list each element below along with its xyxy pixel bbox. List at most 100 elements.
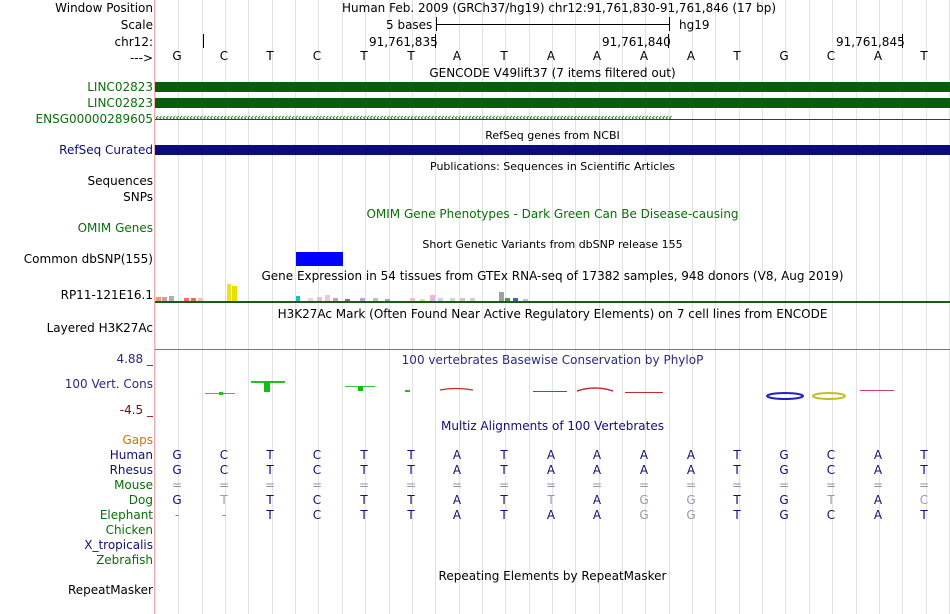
ruler-tick-start	[203, 34, 204, 48]
reference-base: G	[172, 49, 182, 63]
alignment-base: T	[920, 463, 928, 477]
reference-base: C	[312, 49, 322, 63]
gencode-item-label-3[interactable]: ENSG00000289605	[35, 112, 153, 126]
species-label-mouse[interactable]: Mouse	[114, 478, 153, 492]
sequences-track-label[interactable]: Sequences	[87, 174, 153, 188]
grid-line	[879, 0, 880, 614]
alignment-base: T	[266, 463, 274, 477]
alignment-base: A	[452, 463, 462, 477]
gencode-feature-2[interactable]	[155, 98, 950, 108]
grid-line	[225, 0, 226, 614]
ruler-tick-840	[668, 34, 669, 48]
gencode-feature-3[interactable]	[155, 119, 950, 120]
publications-track-title[interactable]: Publications: Sequences in Scientific Ar…	[430, 160, 675, 173]
alignment-base: =	[825, 478, 837, 492]
alignment-base: C	[312, 508, 322, 522]
species-label-human[interactable]: Human	[109, 448, 153, 462]
alignment-base: =	[451, 478, 463, 492]
alignment-base: C	[826, 463, 836, 477]
scale-bar-left-tick	[436, 17, 437, 31]
alignment-base: =	[545, 478, 557, 492]
h3k27ac-track-title[interactable]: H3K27Ac Mark (Often Found Near Active Re…	[277, 307, 828, 321]
repeatmasker-track-title[interactable]: Repeating Elements by RepeatMasker	[438, 569, 667, 583]
species-label-rhesus[interactable]: Rhesus	[109, 463, 153, 477]
alignment-base: T	[547, 493, 555, 507]
alignment-base: C	[826, 508, 836, 522]
alignment-base: A	[546, 463, 556, 477]
alignment-base: T	[266, 448, 274, 462]
alignment-base: A	[592, 463, 602, 477]
grid-line	[856, 0, 857, 614]
gencode-item-label-1[interactable]: LINC02823	[87, 80, 153, 94]
alignment-base: T	[920, 448, 928, 462]
dbsnp-track-title[interactable]: Short Genetic Variants from dbSNP releas…	[422, 238, 683, 251]
reference-base: A	[546, 49, 556, 63]
species-label-elephant[interactable]: Elephant	[99, 508, 153, 522]
alignment-base: =	[171, 478, 183, 492]
phylop-positive-scores	[205, 381, 410, 395]
gtex-expression-bars[interactable]	[155, 282, 950, 302]
grid-line	[435, 0, 436, 614]
alignment-base: T	[500, 493, 508, 507]
label-panel-divider	[154, 0, 155, 614]
phylop-conservation-plot[interactable]	[155, 376, 950, 404]
alignment-base: T	[360, 493, 368, 507]
alignment-base: A	[592, 493, 602, 507]
dbsnp-track-label[interactable]: Common dbSNP(155)	[23, 252, 153, 266]
alignment-base: C	[219, 463, 229, 477]
gaps-label: Gaps	[122, 433, 153, 447]
reference-base: A	[592, 49, 602, 63]
repeatmasker-track-label[interactable]: RepeatMasker	[67, 583, 153, 597]
alignment-base: =	[872, 478, 884, 492]
gtex-bar-group-left	[156, 284, 237, 301]
alignment-base: T	[500, 508, 508, 522]
phylop-track-label[interactable]: 100 Vert. Cons	[64, 377, 153, 391]
gtex-track-title[interactable]: Gene Expression in 54 tissues from GTEx …	[261, 269, 844, 283]
grid-line	[645, 0, 646, 614]
grid-line	[902, 0, 903, 614]
species-label-zebrafish[interactable]: Zebrafish	[96, 553, 153, 567]
grid-line	[552, 0, 553, 614]
alignment-base: A	[452, 493, 462, 507]
alignment-base: T	[733, 493, 741, 507]
alignment-base: T	[733, 508, 741, 522]
phylop-mixed-scores	[766, 392, 846, 400]
refseq-feature[interactable]	[155, 145, 950, 155]
refseq-track-title[interactable]: RefSeq genes from NCBI	[485, 129, 620, 142]
gencode-item-label-2[interactable]: LINC02823	[87, 96, 153, 110]
species-label-dog[interactable]: Dog	[128, 493, 153, 507]
h3k27ac-track-label[interactable]: Layered H3K27Ac	[46, 321, 153, 335]
alignment-base: =	[685, 478, 697, 492]
omim-track-label[interactable]: OMIM Genes	[77, 221, 153, 235]
window-position-value: Human Feb. 2009 (GRCh37/hg19) chr12:91,7…	[342, 1, 777, 15]
alignment-base: A	[546, 448, 556, 462]
alignment-base: -	[221, 508, 227, 522]
alignment-base: T	[407, 493, 415, 507]
reference-base: A	[639, 49, 649, 63]
species-label-x_tropicalis[interactable]: X_tropicalis	[84, 538, 153, 552]
alignment-base: -	[174, 508, 180, 522]
grid-line	[692, 0, 693, 614]
gtex-track-label[interactable]: RP11-121E16.1	[60, 288, 153, 302]
reference-base: T	[733, 49, 741, 63]
multiz-track-title[interactable]: Multiz Alignments of 100 Vertebrates	[440, 419, 665, 433]
alignment-base: A	[873, 463, 883, 477]
refseq-track-label[interactable]: RefSeq Curated	[59, 143, 153, 157]
grid-line	[459, 0, 460, 614]
alignment-base: T	[920, 508, 928, 522]
alignment-base: C	[312, 463, 322, 477]
gencode-feature-1[interactable]	[155, 82, 950, 92]
phylop-track-title[interactable]: 100 vertebrates Basewise Conservation by…	[401, 353, 704, 367]
snps-track-label[interactable]: SNPs	[123, 190, 153, 204]
alignment-base: G	[639, 493, 649, 507]
species-label-chicken[interactable]: Chicken	[105, 523, 153, 537]
alignment-base: T	[500, 448, 508, 462]
reference-base: C	[219, 49, 229, 63]
ruler-tick-845	[902, 34, 903, 48]
dbsnp-variant[interactable]	[296, 252, 343, 266]
gencode-track-title[interactable]: GENCODE V49lift37 (7 items filtered out)	[429, 66, 676, 80]
omim-track-title[interactable]: OMIM Gene Phenotypes - Dark Green Can Be…	[366, 207, 739, 221]
alignment-base: T	[733, 463, 741, 477]
grid-line	[202, 0, 203, 614]
